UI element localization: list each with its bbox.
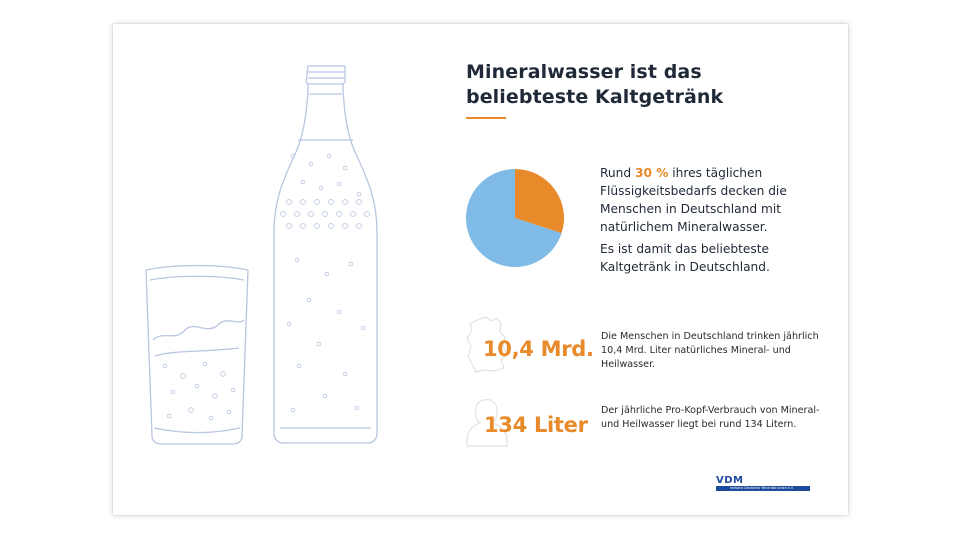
logo-subtitle: Verband Deutscher Mineralbrunnen e.V. — [716, 486, 810, 491]
share-description: Rund 30 % ihres täglichen Flüssigkeitsbe… — [600, 164, 830, 276]
pie-slice-sonstige-getr-nke — [466, 169, 562, 267]
vdm-logo: VDM Verband Deutscher Mineralbrunnen e.V… — [716, 476, 810, 491]
infographic-card: Mineralwasser ist das beliebteste Kaltge… — [113, 24, 848, 515]
share-paragraph: Rund 30 % ihres täglichen Flüssigkeitsbe… — [600, 166, 787, 234]
bottle-icon — [273, 65, 378, 444]
logo-wordmark: VDM — [716, 475, 744, 486]
share-highlight: 30 % — [634, 166, 669, 180]
person-silhouette-icon — [466, 399, 508, 447]
bottle-and-glass-illustration — [145, 65, 378, 445]
germany-map-icon — [466, 316, 508, 373]
stat-description-volume: Die Menschen in Deutschland trinken jähr… — [601, 331, 819, 370]
title-underline — [466, 117, 506, 119]
stat-description-per-capita: Der jährliche Pro-Kopf-Verbrauch von Min… — [601, 405, 820, 430]
pie-chart — [466, 169, 564, 267]
pie-slice-mineralwasser — [515, 169, 564, 234]
stat-value-per-capita: 134 Liter — [484, 413, 588, 437]
share-paragraph-2: Es ist damit das beliebteste Kaltgetränk… — [600, 242, 770, 274]
glass-icon — [145, 264, 249, 445]
stat-value-volume: 10,4 Mrd. — [483, 337, 594, 361]
page-title: Mineralwasser ist das beliebteste Kaltge… — [466, 61, 724, 108]
